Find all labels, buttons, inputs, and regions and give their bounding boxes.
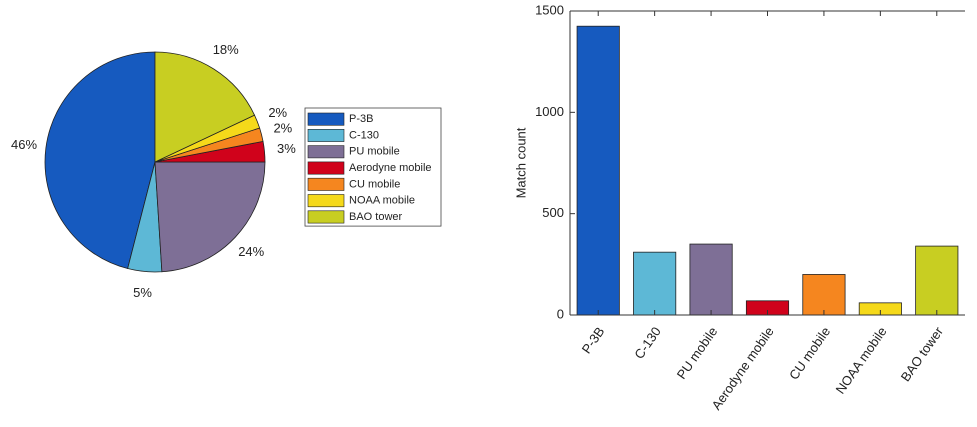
legend-swatch <box>307 194 345 208</box>
x-tick-label: CU mobile <box>786 324 833 382</box>
x-tick-label: PU mobile <box>674 324 721 382</box>
pie-label: 2% <box>273 121 292 136</box>
bar <box>633 251 677 316</box>
legend-label: NOAA mobile <box>349 195 415 207</box>
x-tick-label: BAO tower <box>898 324 947 385</box>
y-tick-label: 1500 <box>535 2 564 17</box>
legend-swatch <box>307 177 345 191</box>
legend-swatch <box>307 161 345 175</box>
x-tick-label: Aerodyne mobile <box>709 324 777 413</box>
x-tick-label: NOAA mobile <box>833 324 890 397</box>
legend-swatch <box>307 145 345 159</box>
pie-slice <box>154 161 266 273</box>
legend-label: P-3B <box>349 113 373 125</box>
legend: P-3B C-130 PU mobile Aerodyne mobile CU mobi… <box>304 107 442 227</box>
pie-slice <box>154 51 256 163</box>
legend-label: C-130 <box>349 129 379 141</box>
bar <box>576 25 620 316</box>
pie-label: 18% <box>213 42 239 57</box>
bar <box>689 243 733 316</box>
legend-label: BAO tower <box>349 211 403 223</box>
pie-label: 5% <box>133 285 152 300</box>
y-axis-label: Match count <box>513 127 528 198</box>
y-tick-label: 500 <box>542 205 564 220</box>
legend-swatch <box>307 210 345 224</box>
x-tick-label: P-3B <box>579 324 608 356</box>
y-tick-label: 0 <box>557 306 564 321</box>
x-tick-label: C-130 <box>631 324 664 362</box>
y-tick-label: 1000 <box>535 104 564 119</box>
bar <box>915 245 959 316</box>
pie-label: 46% <box>11 137 37 152</box>
legend-swatch <box>307 112 345 126</box>
bar <box>802 274 846 316</box>
pie-label: 3% <box>277 141 296 156</box>
legend-label: CU mobile <box>349 178 400 190</box>
pie-label: 2% <box>268 105 287 120</box>
pie-slice <box>44 51 156 270</box>
legend-label: Aerodyne mobile <box>349 162 432 174</box>
legend-label: PU mobile <box>349 146 400 158</box>
pie-label: 24% <box>238 244 264 259</box>
legend-swatch <box>307 129 345 142</box>
